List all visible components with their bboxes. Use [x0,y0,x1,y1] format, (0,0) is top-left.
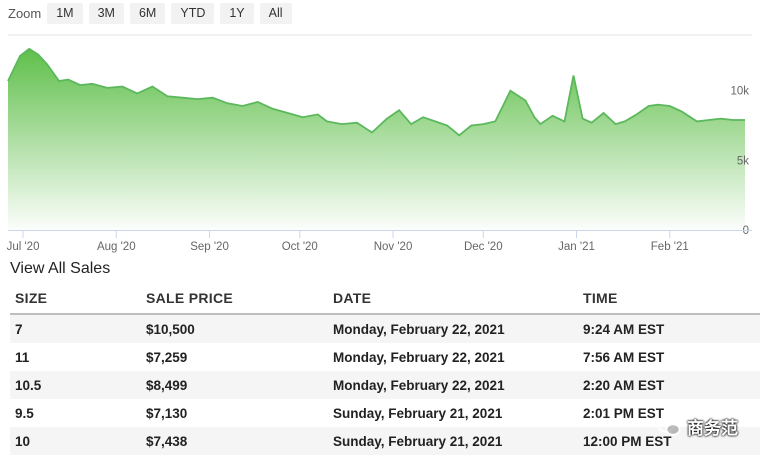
table-row: 10 $7,438 Sunday, February 21, 2021 12:0… [10,427,760,455]
zoom-3m-button[interactable]: 3M [88,2,124,24]
cell-time: 12:00 PM EST [578,427,760,455]
wechat-icon [657,417,681,435]
cell-time: 7:56 AM EST [583,349,665,365]
table-row: 10.5 $8,499 Monday, February 22, 2021 2:… [10,371,760,399]
cell-sale-price: $7,259 [146,349,188,365]
header-sale-price[interactable]: SALE PRICE [141,283,328,315]
zoom-all-button[interactable]: All [259,2,292,24]
x-tick-label: Oct '20 [282,241,318,253]
y-tick-label: 5k [737,155,749,167]
zoom-6m-button[interactable]: 6M [129,2,166,24]
x-tick-label: Dec '20 [464,241,503,253]
x-tick-label: Jan '21 [558,241,595,253]
zoom-1y-button[interactable]: 1Y [220,2,254,24]
cell-sale-price: $8,499 [141,371,328,399]
zoom-label: Zoom [8,5,42,21]
cell-date: Monday, February 22, 2021 [333,349,505,365]
cell-size: 11 [15,349,30,365]
header-time[interactable]: TIME [578,283,760,315]
cell-sale-price: $7,130 [146,405,188,421]
zoom-bar: Zoom 1M 3M 6M YTD 1Y All [8,2,298,24]
zoom-1m-button[interactable]: 1M [47,2,83,24]
table-header-row: SIZE SALE PRICE DATE TIME [10,283,760,315]
x-tick-label: Feb '21 [651,241,689,253]
cell-sale-price: $10,500 [141,314,328,343]
x-tick-label: Sep '20 [190,241,229,253]
cell-time: 9:24 AM EST [578,314,760,343]
header-size[interactable]: SIZE [10,283,141,315]
view-all-sales-link[interactable]: View All Sales [10,260,111,277]
cell-date: Sunday, February 21, 2021 [333,405,503,421]
sales-table: SIZE SALE PRICE DATE TIME 7 $10,500 Mond… [10,283,760,455]
price-line [7,47,745,137]
header-date[interactable]: DATE [328,283,578,315]
x-tick-label: Nov '20 [374,241,413,253]
x-tick-label: Jul '20 [7,241,40,253]
cell-date: Monday, February 22, 2021 [328,314,578,343]
table-row: 7 $10,500 Monday, February 22, 2021 9:24… [10,314,760,343]
watermark: 商务范 [657,414,738,439]
cell-time: 2:01 PM EST [583,405,665,421]
cell-date: Sunday, February 21, 2021 [328,427,578,455]
watermark-text: 商务范 [687,419,738,438]
table-row: 11 $7,259 Monday, February 22, 2021 7:56… [10,343,760,371]
x-tick-label: Aug '20 [97,241,136,253]
y-tick-label: 10k [730,86,749,98]
zoom-ytd-button[interactable]: YTD [171,2,215,24]
cell-date: Monday, February 22, 2021 [328,371,578,399]
cell-size: 10.5 [10,371,141,399]
cell-time: 2:20 AM EST [578,371,760,399]
cell-size: 10 [10,427,141,455]
table-row: 9.5 $7,130 Sunday, February 21, 2021 2:0… [10,399,760,427]
cell-size: 7 [10,314,141,343]
price-area [8,48,745,231]
cell-size: 9.5 [15,405,34,421]
cell-sale-price: $7,438 [141,427,328,455]
